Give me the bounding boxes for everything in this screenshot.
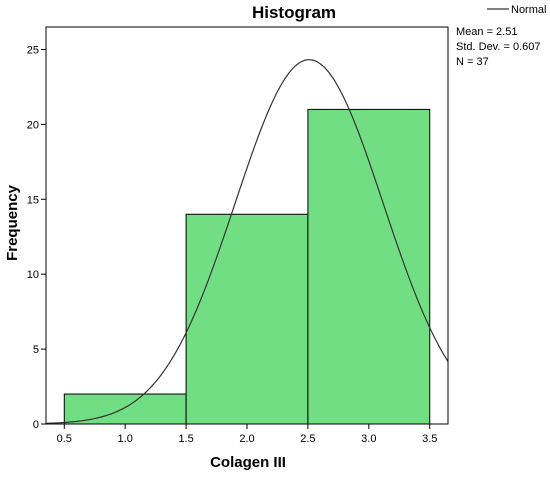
x-tick-label-0: 0.5 — [57, 433, 72, 445]
histogram-bar-3 — [307, 108, 431, 425]
x-tick-label-4: 2.5 — [300, 433, 315, 445]
x-tick-label-1: 1.0 — [118, 433, 133, 445]
y-tick-label-3: 15 — [27, 194, 39, 206]
stats-box: Mean = 2.51 Std. Dev. = 0.607 N = 37 — [456, 26, 541, 68]
y-tick-label-5: 25 — [27, 44, 39, 56]
x-axis-ticks: 0.5 1.0 1.5 2.0 2.5 3.0 3.5 — [57, 424, 437, 445]
x-tick-label-6: 3.5 — [422, 433, 437, 445]
normal-curve — [45, 59, 449, 424]
stats-mean: Mean = 2.51 — [456, 26, 517, 38]
legend-label: Normal — [511, 4, 546, 16]
stats-n: N = 37 — [456, 56, 489, 68]
chart-title: Histogram — [252, 3, 336, 22]
y-axis-ticks: 0 5 10 15 20 25 — [27, 44, 46, 431]
y-tick-label-0: 0 — [33, 419, 39, 431]
y-tick-label-4: 20 — [27, 119, 39, 131]
y-axis-label: Frequency — [4, 184, 21, 261]
bars — [63, 108, 431, 425]
x-tick-label-5: 3.0 — [361, 433, 376, 445]
stats-std-dev: Std. Dev. = 0.607 — [456, 41, 541, 53]
x-tick-label-2: 1.5 — [178, 433, 193, 445]
x-axis-label: Colagen III — [210, 454, 286, 471]
histogram-bar-2 — [185, 213, 309, 425]
x-tick-label-3: 2.0 — [239, 433, 254, 445]
y-tick-label-2: 10 — [27, 269, 39, 281]
y-tick-label-1: 5 — [33, 344, 39, 356]
histogram-bar-1 — [63, 393, 187, 425]
legend: Normal — [487, 4, 546, 16]
